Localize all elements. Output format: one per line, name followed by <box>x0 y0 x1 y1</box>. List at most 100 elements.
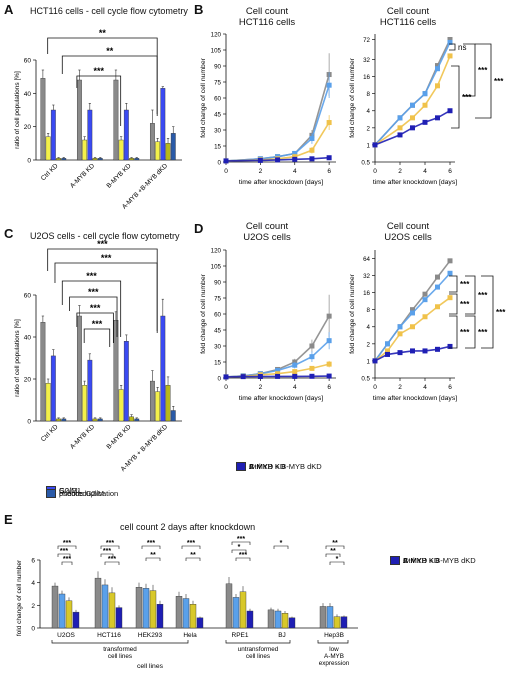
bar <box>160 315 166 422</box>
bar <box>155 391 161 422</box>
bar <box>170 133 176 161</box>
y-tick-label: 0.5 <box>361 160 370 167</box>
bar <box>149 590 157 629</box>
data-point <box>397 132 403 138</box>
bar <box>333 616 341 629</box>
x-tick-label: 0 <box>224 168 228 175</box>
x-axis-label: time after knockdown [days] <box>239 395 323 402</box>
panel-d-left-title: Cell count U2OS cells <box>243 221 291 243</box>
data-point <box>309 365 315 371</box>
x-tick-label: HCT116 <box>97 632 121 639</box>
significance-label: *** <box>147 540 155 547</box>
bar <box>76 315 82 422</box>
data-point <box>397 125 403 131</box>
significance-bracket <box>61 55 158 116</box>
bar <box>92 418 98 422</box>
significance-bracket <box>76 312 114 343</box>
significance-label: ** <box>99 28 107 38</box>
significance-bracket <box>475 43 492 119</box>
significance-bracket <box>76 75 122 126</box>
bar <box>45 136 51 161</box>
x-tick-label: 4 <box>423 168 427 175</box>
bar <box>108 592 116 629</box>
significance-bracket <box>185 557 201 561</box>
panel-b-left-title: Cell count HCT116 cells <box>238 6 296 28</box>
x-axis-label: cell lines <box>137 663 164 670</box>
data-point <box>435 284 440 290</box>
data-point <box>292 156 298 162</box>
group-label: A-MYB <box>324 653 344 660</box>
y-axis-label: fold change of cell number <box>349 273 356 353</box>
y-axis-label: fold change of cell number <box>200 273 207 353</box>
data-point <box>309 147 315 153</box>
group-bracket <box>225 640 291 644</box>
significance-bracket <box>61 280 122 337</box>
significance-bracket <box>273 545 289 549</box>
significance-label: *** <box>460 280 470 289</box>
x-tick-label: 4 <box>293 168 297 175</box>
y-tick-label: 15 <box>214 144 221 151</box>
bar <box>129 158 134 161</box>
y-axis-label: fold change of cell number <box>349 57 356 137</box>
significance-bracket <box>325 545 345 549</box>
bar <box>40 322 46 422</box>
data-point <box>447 343 453 349</box>
bar <box>118 389 124 422</box>
bar <box>281 613 289 629</box>
y-tick-label: 64 <box>363 256 370 263</box>
x-tick-label: B-MYB KD <box>105 423 132 450</box>
significance-label: *** <box>478 291 488 300</box>
group-label: low <box>329 646 339 653</box>
data-point <box>326 120 332 126</box>
data-point <box>410 307 415 313</box>
significance-bracket <box>449 43 456 51</box>
bar <box>189 603 197 629</box>
significance-label: *** <box>496 308 506 317</box>
y-tick-label: 0 <box>218 160 222 167</box>
y-tick-label: 0.5 <box>361 376 370 383</box>
bar <box>58 593 66 629</box>
data-point <box>397 324 403 330</box>
data-point <box>292 373 298 379</box>
significance-label: ** <box>330 548 336 555</box>
y-tick-label: 1 <box>367 358 371 365</box>
data-point <box>326 361 332 367</box>
bar <box>165 143 171 161</box>
y-tick-label: 8 <box>367 91 371 98</box>
x-tick-label: Ctrl KD <box>40 162 60 182</box>
significance-bracket <box>451 65 460 129</box>
data-point <box>397 331 403 337</box>
y-tick-label: 60 <box>24 58 32 65</box>
significance-bracket <box>449 293 458 315</box>
panel-letter-b: B <box>194 2 204 17</box>
significance-bracket <box>57 545 77 549</box>
bar <box>155 141 161 161</box>
significance-bracket <box>100 553 114 557</box>
bar <box>267 609 275 629</box>
y-tick-label: 2 <box>367 341 371 348</box>
data-point <box>240 374 246 380</box>
y-tick-label: 105 <box>211 48 222 55</box>
group-bracket <box>317 640 349 644</box>
bar <box>65 600 73 629</box>
data-point <box>292 150 298 156</box>
bar <box>115 607 123 629</box>
data-point <box>397 115 403 121</box>
data-point <box>326 155 332 161</box>
x-tick-label: Hep3B <box>324 632 344 639</box>
data-point <box>435 83 440 89</box>
significance-bracket <box>465 315 476 349</box>
bar <box>246 610 254 629</box>
data-point <box>435 66 440 72</box>
bar <box>94 577 102 629</box>
data-point <box>292 369 298 375</box>
data-point <box>435 63 440 69</box>
series-line <box>225 84 330 162</box>
significance-label: *** <box>478 328 488 337</box>
y-tick-label: 120 <box>211 248 222 255</box>
y-tick-label: 6 <box>31 558 35 565</box>
x-axis-label: time after knockdown [days] <box>373 395 457 402</box>
y-tick-label: 32 <box>363 273 370 280</box>
significance-label: *** <box>94 66 105 76</box>
